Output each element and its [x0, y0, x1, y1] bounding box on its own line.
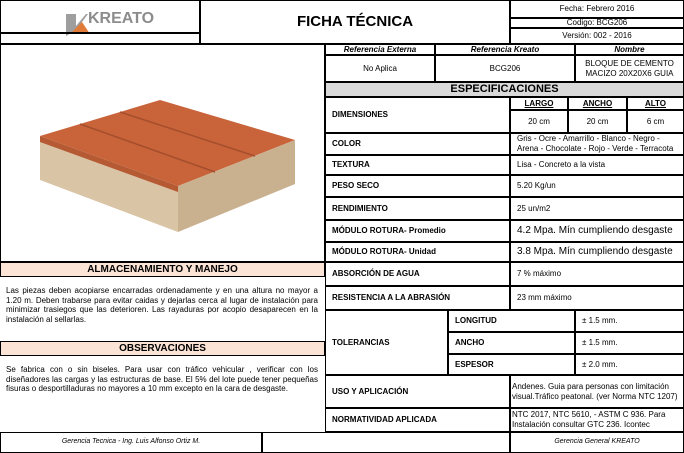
brick-front [40, 136, 178, 232]
brick-top [40, 100, 295, 186]
spec-value: 23 mm máximo [510, 286, 684, 310]
spec-label: COLOR [325, 133, 510, 155]
spec-label: DIMENSIONES [325, 97, 510, 133]
reference-value: No Aplica [325, 55, 435, 82]
code: Codigo: BCG206 [510, 18, 684, 28]
reference-value: BLOQUE DE CEMENTO MACIZO 20X20X6 GUIA [575, 55, 684, 82]
dimension-header: LARGO [510, 97, 568, 110]
spec-label: RESISTENCIA A LA ABRASIÓN [325, 286, 510, 310]
specs-title: ESPECIFICACIONES [325, 82, 684, 97]
spec-value: 5.20 Kg/un [510, 175, 684, 197]
tolerance-value: ± 1.5 mm. [575, 310, 684, 332]
tolerance-label: ANCHO [448, 332, 575, 354]
dimension-value: 6 cm [627, 110, 684, 133]
brick-side [178, 140, 295, 232]
spec-label: ABSORCIÓN DE AGUA [325, 262, 510, 286]
footer-sign: Gerencia Tecnica - Ing. Luis Alfonso Ort… [0, 432, 262, 453]
spec-value: 4.2 Mpa. Mín cumpliendo desgaste [510, 220, 684, 242]
spec-value: 25 un/m2 [510, 197, 684, 220]
footer-blank [262, 432, 510, 453]
date: Fecha: Febrero 2016 [510, 0, 684, 18]
spacer [0, 33, 200, 44]
logo-accent [70, 22, 90, 34]
spec-label: MÓDULO ROTURA- Promedio [325, 220, 510, 242]
section-title: OBSERVACIONES [0, 341, 325, 356]
spec-value: 7 % máximo [510, 262, 684, 286]
spec-label: PESO SECO [325, 175, 510, 197]
spec-label: USO Y APLICACIÓN [325, 375, 510, 408]
brick-groove [119, 111, 256, 157]
spec-label: TOLERANCIAS [325, 310, 448, 375]
reference-header: Nombre [575, 44, 684, 55]
reference-value: BCG206 [435, 55, 575, 82]
reference-header: Referencia Kreato [435, 44, 575, 55]
spec-label: MÓDULO ROTURA- Unidad [325, 242, 510, 262]
spec-value: Andenes. Guia para personas con limitaci… [510, 375, 684, 408]
spec-value: Lisa - Concreto a la vista [510, 155, 684, 175]
spec-value: 3.8 Mpa. Mín cumpliendo desgaste [510, 242, 684, 262]
reference-header: Referencia Externa [325, 44, 435, 55]
logo-box [0, 0, 200, 33]
spec-value: NTC 2017, NTC 5610, - ASTM C 936. Para I… [510, 408, 684, 432]
section-text: Se fabrica con o sin biseles. Para usar … [6, 365, 318, 394]
tolerance-value: ± 1.5 mm. [575, 332, 684, 354]
spec-label: NORMATIVIDAD APLICADA [325, 408, 510, 432]
dimension-value: 20 cm [568, 110, 627, 133]
spec-label: RENDIMIENTO [325, 197, 510, 220]
dimension-header: ANCHO [568, 97, 627, 110]
brick-groove [79, 123, 216, 173]
brick-edge [40, 136, 178, 192]
section-title: ALMACENAMIENTO Y MANEJO [0, 262, 325, 277]
title: FICHA TÉCNICA [200, 0, 510, 44]
footer-sign: Gerencia General KREATO [510, 432, 684, 453]
spec-value: Gris - Ocre - Amarrillo - Blanco - Negro… [510, 133, 684, 155]
tolerance-label: LONGITUD [448, 310, 575, 332]
tolerance-value: ± 2.0 mm. [575, 354, 684, 375]
dimension-value: 20 cm [510, 110, 568, 133]
product-image [0, 44, 325, 262]
tolerance-label: ESPESOR [448, 354, 575, 375]
spec-label: TEXTURA [325, 155, 510, 175]
logo-text: KREATO [88, 10, 155, 28]
dimension-header: ALTO [627, 97, 684, 110]
logo-mark [66, 14, 88, 36]
section-text: Las piezas deben acopiarse encarradas or… [6, 286, 318, 324]
version: Versión: 002 - 2016 [510, 28, 684, 44]
